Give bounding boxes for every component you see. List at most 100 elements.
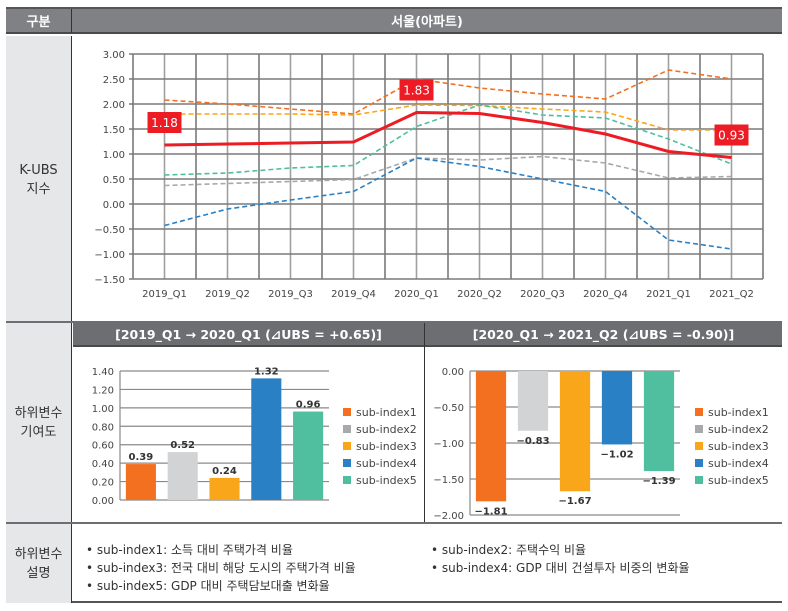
x-tick-label: 2019_Q1: [142, 289, 187, 300]
summary-table: 구분 서울(아파트) K-UBS 지수 3.00 2.50 2.00 1.50 1.00…: [6, 7, 782, 603]
x-tick-label: 2019_Q4: [331, 289, 376, 300]
legend-label: sub-index5: [708, 474, 769, 487]
row-label-contrib: 하위변수 기여도: [6, 323, 72, 523]
y-tick-label: −1.00: [94, 250, 125, 261]
bar-chart-2-title: [2020_Q1 → 2021_Q2 (⊿UBS = -0.90)]: [425, 323, 782, 347]
y-tick-label: 0.00: [92, 496, 114, 507]
legend-swatch: [695, 425, 703, 433]
y-tick-label: −1.50: [94, 275, 125, 286]
bar-sub-index5: [643, 371, 675, 472]
y-tick-label: 2.50: [103, 75, 125, 86]
data-label-box: [399, 79, 434, 101]
data-label-kubs: 0.93: [714, 124, 749, 146]
y-tick-label: 2.00: [103, 100, 125, 111]
x-tick-label: 2021_Q1: [646, 289, 691, 300]
row-label-desc: 하위변수 설명: [6, 524, 72, 603]
bar-value-label: −1.39: [642, 476, 675, 487]
y-tick-label: −0.50: [433, 403, 464, 414]
legend-swatch: [343, 425, 351, 433]
legend-item: sub-index2: [343, 423, 417, 436]
series-line-sub-index4: [164, 157, 732, 250]
legend-label: sub-index2: [356, 423, 417, 436]
bar-chart-1: 1.40 1.20 1.00 0.80 0.60 0.40 0.20 0.00 0.39 0.52…: [92, 366, 417, 507]
row-divider: [6, 522, 782, 524]
bar-value-label: 0.52: [170, 440, 195, 451]
row-label-index-text: K-UBS 지수: [19, 162, 58, 197]
bar-sub-index3: [209, 477, 240, 500]
bar-value-label: −1.67: [558, 496, 591, 507]
data-label-kubs: 1.83: [399, 79, 434, 101]
row-label-index: K-UBS 지수: [6, 36, 72, 323]
y-tick-label: −2.00: [433, 511, 464, 522]
legend-swatch: [343, 442, 351, 450]
legend-swatch: [695, 442, 703, 450]
bar-value-label: 1.32: [254, 366, 279, 377]
bar-sub-index4: [251, 378, 282, 500]
legend-item: sub-index4: [695, 457, 769, 470]
bar-sub-index2: [167, 452, 198, 500]
legend-item: sub-index4: [343, 457, 417, 470]
legend-item: sub-index5: [343, 474, 417, 487]
y-tick-label: 1.20: [92, 385, 114, 396]
x-tick-label: 2020_Q2: [457, 289, 502, 300]
legend-label: sub-index3: [708, 440, 769, 453]
y-tick-label: 1.50: [103, 125, 125, 136]
x-tick-label: 2019_Q2: [205, 289, 250, 300]
row-label-contrib-text: 하위변수 기여도: [14, 406, 63, 440]
legend-item: sub-index1: [695, 406, 769, 419]
series-line-k-ubs: [164, 110, 732, 159]
description-item: • sub-index1: 소득 대비 주택가격 비율: [86, 543, 293, 557]
y-tick-label: 0.80: [92, 422, 114, 433]
legend-item: sub-index3: [695, 440, 769, 453]
bar-value-label: −1.02: [600, 449, 633, 460]
bar-value-label: −0.83: [516, 436, 549, 447]
legend-label: sub-index4: [708, 457, 769, 470]
y-tick-label: 0.00: [442, 367, 464, 378]
x-tick-label: 2021_Q2: [709, 289, 754, 300]
legend-label: sub-index2: [708, 423, 769, 436]
bar-chart-2: 0.00 −0.50 −1.00 −1.50 −2.00 −1.81 −0.83 −1.67 −…: [433, 367, 769, 522]
column-header-category: 구분: [6, 9, 72, 34]
bar-sub-index2: [517, 371, 549, 431]
data-label-text: 0.93: [718, 129, 745, 143]
legend-swatch: [695, 476, 703, 484]
row-label-desc-text: 하위변수 설명: [14, 546, 63, 581]
legend-swatch: [343, 459, 351, 467]
bar-chart-1-title: [2019_Q1 → 2020_Q1 (⊿UBS = +0.65)]: [73, 323, 424, 347]
y-tick-label: 0.20: [92, 478, 114, 489]
legend-swatch: [343, 408, 351, 416]
bar-sub-index3: [559, 371, 591, 492]
y-tick-label: 0.00: [103, 200, 125, 211]
description-item: • sub-index3: 전국 대비 해당 도시의 주택가격 비율: [86, 561, 356, 575]
column-divider: [424, 323, 425, 523]
y-tick-label: 1.00: [92, 404, 114, 415]
x-tick-label: 2020_Q3: [520, 289, 565, 300]
legend-item: sub-index3: [343, 440, 417, 453]
y-tick-label: 1.40: [92, 367, 114, 378]
x-tick-label: 2020_Q1: [394, 289, 439, 300]
y-tick-label: 0.40: [92, 459, 114, 470]
data-label-box: [147, 112, 182, 133]
data-label-kubs: 1.18: [147, 112, 182, 133]
column-header-title: 서울(아파트): [72, 9, 782, 34]
legend-label: sub-index3: [356, 440, 417, 453]
legend-item: sub-index2: [695, 423, 769, 436]
data-label-text: 1.83: [403, 84, 430, 98]
data-label-text: 1.18: [151, 116, 178, 130]
legend-item: sub-index1: [343, 406, 417, 419]
data-label-box: [714, 124, 749, 146]
bar-sub-index5: [293, 411, 324, 500]
y-tick-label: 0.50: [103, 175, 125, 186]
bar-value-label: 0.39: [129, 452, 154, 463]
bar-value-label: 0.96: [296, 400, 321, 411]
legend-label: sub-index5: [356, 474, 417, 487]
bar-sub-index1: [125, 464, 156, 500]
legend-label: sub-index1: [708, 406, 769, 419]
bar-value-label: 0.24: [212, 466, 237, 477]
description-item: • sub-index2: 주택수익 비율: [431, 543, 587, 557]
y-tick-label: −1.50: [433, 475, 464, 486]
legend-item: sub-index5: [695, 474, 769, 487]
description-list-left: • sub-index1: 소득 대비 주택가격 비율 • sub-index3…: [86, 541, 356, 595]
y-tick-label: 1.00: [103, 150, 125, 161]
legend-label: sub-index1: [356, 406, 417, 419]
